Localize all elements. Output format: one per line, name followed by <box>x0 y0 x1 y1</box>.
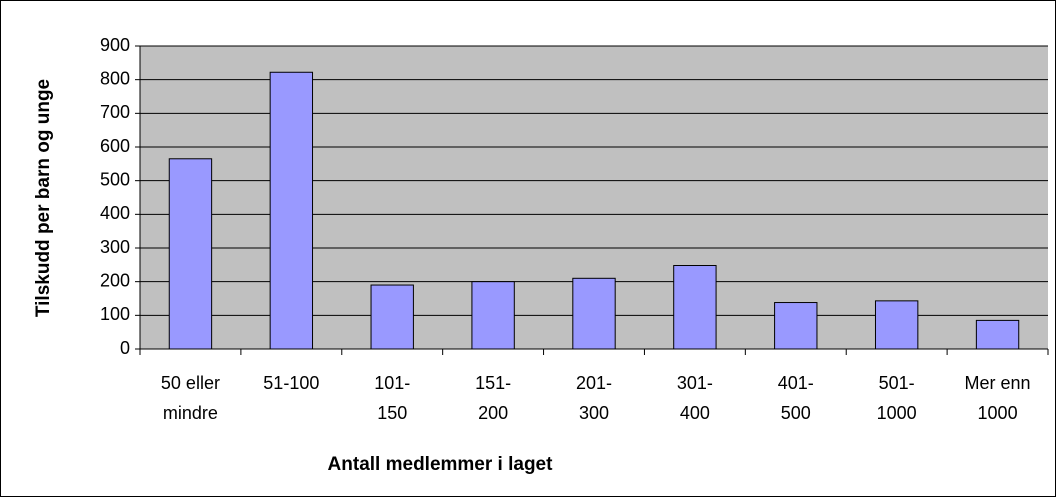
x-tick-label: 151-200 <box>475 373 511 423</box>
bar <box>673 265 717 350</box>
bar <box>269 71 314 350</box>
x-axis-label: Antall medlemmer i laget <box>328 454 554 475</box>
bar <box>572 277 616 350</box>
y-tick-label: 700 <box>100 102 130 122</box>
y-tick-label: 300 <box>100 237 130 257</box>
x-tick-label: 51-100 <box>263 373 319 393</box>
y-tick-label: 200 <box>100 270 130 290</box>
y-tick-label: 100 <box>100 304 130 324</box>
x-tick-label: 501-1000 <box>877 373 917 423</box>
x-tick-label: 201-300 <box>576 373 612 423</box>
x-tick-label: 101-150 <box>374 373 410 423</box>
y-tick-label: 500 <box>100 169 130 189</box>
bar <box>975 319 1020 350</box>
bar <box>874 300 919 350</box>
x-tick-label: 50 eller mindre <box>161 373 220 423</box>
y-tick-label: 800 <box>100 68 130 88</box>
bar <box>168 158 213 350</box>
y-tick-label: 600 <box>100 136 130 156</box>
bar <box>471 281 515 350</box>
y-axis-label: Tilskudd per barn og unge <box>33 79 54 317</box>
y-tick-label: 0 <box>120 338 130 358</box>
x-tick-label: Mer enn 1000 <box>965 373 1031 423</box>
y-tick-label: 400 <box>100 203 130 223</box>
x-tick-label: 401-500 <box>778 373 814 423</box>
bar <box>370 284 414 350</box>
x-tick-label: 301-400 <box>677 373 713 423</box>
y-tick-label: 900 <box>100 35 130 55</box>
bar <box>774 302 818 350</box>
